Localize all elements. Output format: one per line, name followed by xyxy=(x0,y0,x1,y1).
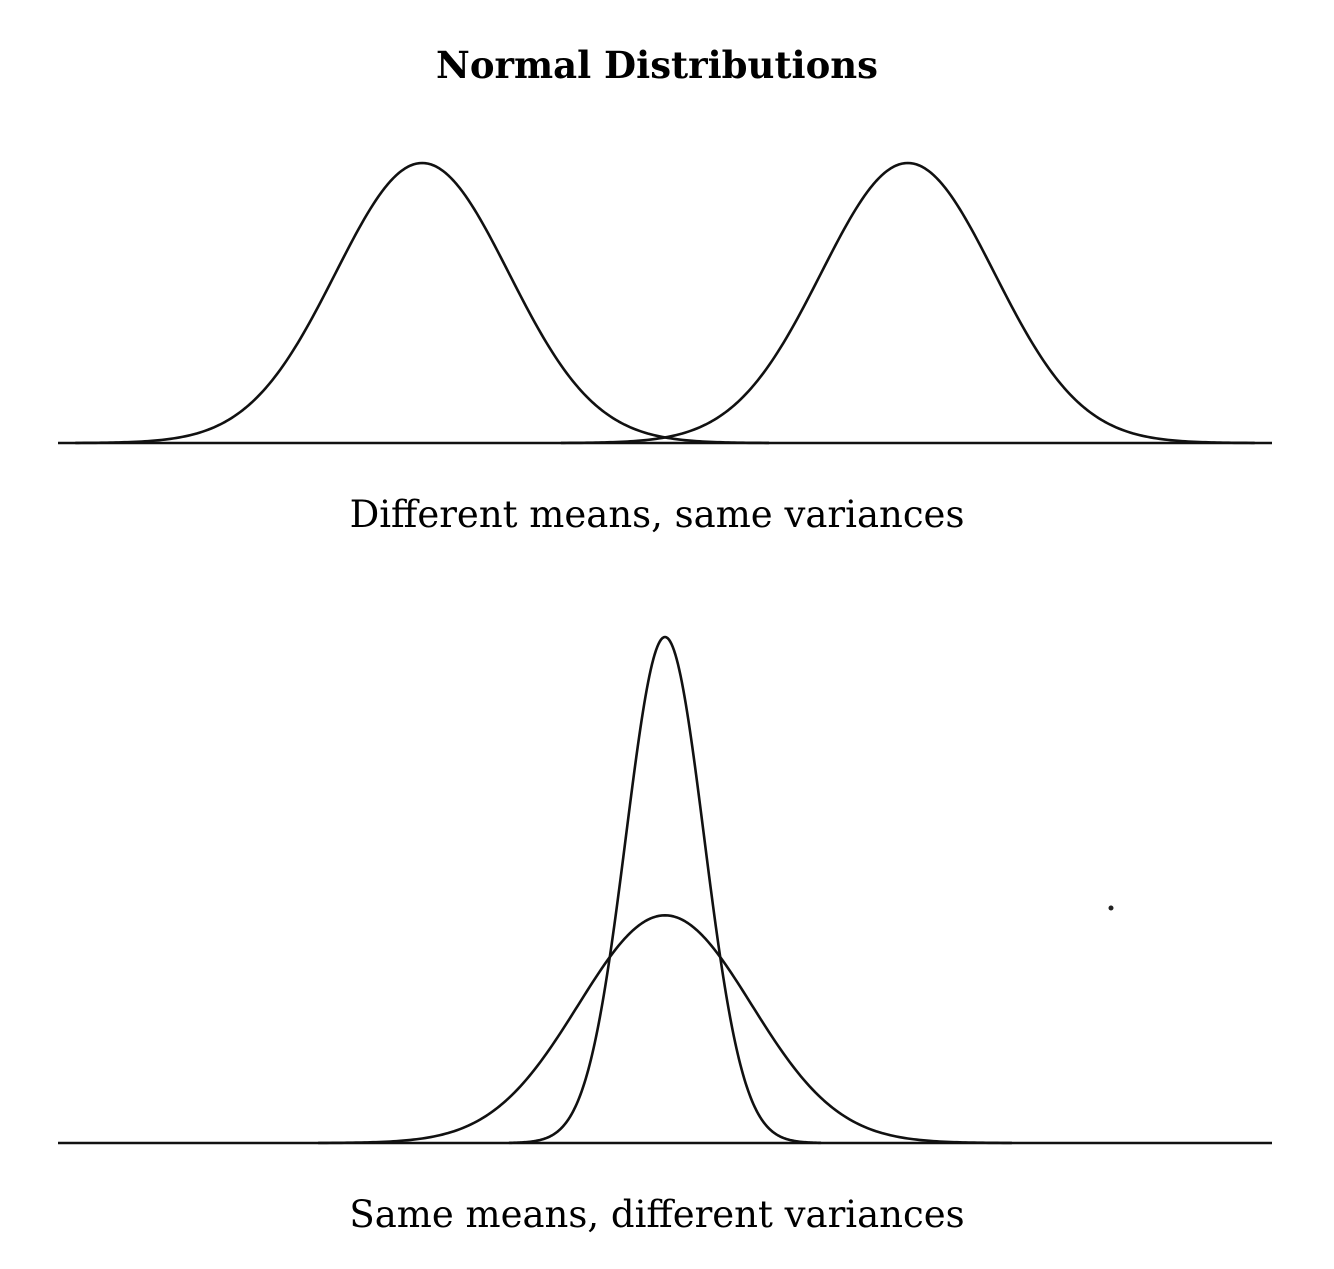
panel-0-curves xyxy=(75,161,1255,445)
panel-0-caption: Different means, same variances xyxy=(350,493,965,536)
panel-1-density-curve-0 xyxy=(318,914,1012,1145)
panel-0-density-curve-0 xyxy=(75,161,770,445)
panel-1-caption: Same means, different variances xyxy=(349,1193,964,1236)
stray-dot xyxy=(1108,905,1114,911)
panel-1-curves xyxy=(318,635,1012,1145)
panel-same-means: Same means, different variances xyxy=(58,635,1272,1236)
panel-0-density-curve-1 xyxy=(560,161,1255,445)
panel-1-density-curve-1 xyxy=(508,635,822,1145)
panel-different-means: Different means, same variances xyxy=(58,161,1272,536)
figure-title: Normal Distributions xyxy=(436,43,878,87)
